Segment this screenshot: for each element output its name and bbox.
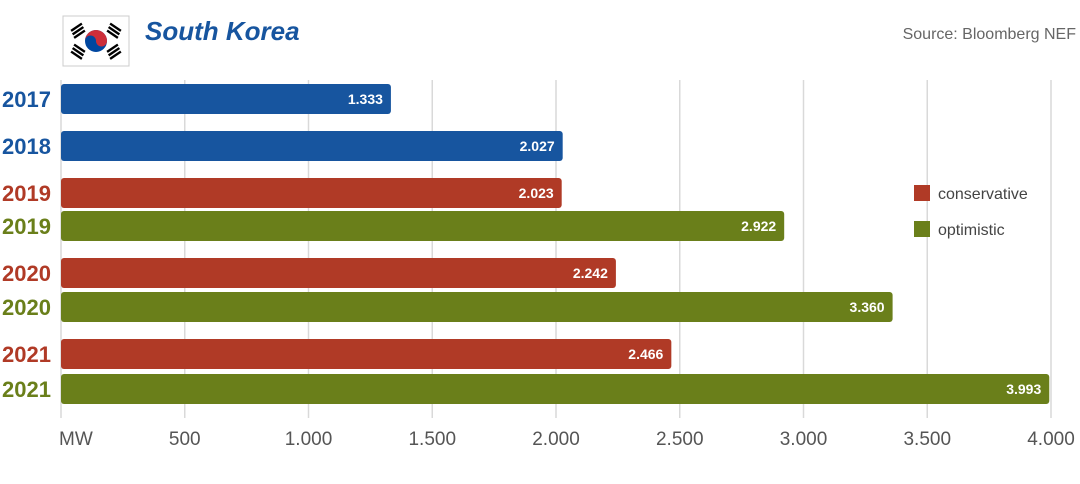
source-note: Source: Bloomberg NEF [903, 26, 1077, 43]
bar-2017-actual [61, 84, 391, 114]
bar-value-label: 2.023 [519, 185, 554, 201]
bar-value-label: 2.242 [573, 265, 608, 281]
legend-label-conservative: conservative [938, 186, 1028, 203]
bar-2018-actual [61, 131, 563, 161]
year-label: 2021 [2, 342, 51, 367]
x-tick-label: 1.500 [408, 429, 456, 450]
x-tick-label: 500 [169, 429, 201, 450]
bar-2020-optimistic [61, 292, 893, 322]
bars-group: 1.333 2017 2.027 2018 2.023 2019 2.922 2019 2.24… [2, 84, 1050, 404]
legend: conservative optimistic [914, 185, 1028, 239]
bar-2020-conservative [61, 258, 616, 288]
year-label: 2019 [2, 214, 51, 239]
x-tick-label: 3.000 [780, 429, 828, 450]
chart-title: South Korea [145, 16, 300, 46]
year-label: 2018 [2, 134, 51, 159]
x-tick-label: 2.500 [656, 429, 704, 450]
bar-2019-conservative [61, 178, 562, 208]
x-axis-ticks: MW 500 1.000 1.500 2.000 2.500 3.000 3.500 4.000 [59, 429, 1075, 450]
bar-value-label: 3.360 [850, 299, 885, 315]
bar-value-label: 3.993 [1006, 381, 1041, 397]
x-tick-label: 4.000 [1027, 429, 1075, 450]
x-tick-label: 2.000 [532, 429, 580, 450]
x-tick-label: MW [59, 429, 93, 450]
south-korea-flag-icon [62, 15, 130, 67]
x-tick-label: 3.500 [903, 429, 951, 450]
year-label: 2019 [2, 181, 51, 206]
year-label: 2017 [2, 87, 51, 112]
bar-value-label: 1.333 [348, 91, 383, 107]
bar-value-label: 2.466 [628, 346, 663, 362]
legend-swatch-optimistic [914, 221, 930, 237]
x-tick-label: 1.000 [285, 429, 333, 450]
bar-value-label: 2.922 [741, 218, 776, 234]
legend-label-optimistic: optimistic [938, 222, 1005, 239]
bar-value-label: 2.027 [520, 138, 555, 154]
bar-2019-optimistic [61, 211, 785, 241]
bar-2021-conservative [61, 339, 672, 369]
year-label: 2020 [2, 295, 51, 320]
year-label: 2021 [2, 377, 51, 402]
legend-swatch-conservative [914, 185, 930, 201]
bar-2021-optimistic [61, 374, 1050, 404]
year-label: 2020 [2, 261, 51, 286]
